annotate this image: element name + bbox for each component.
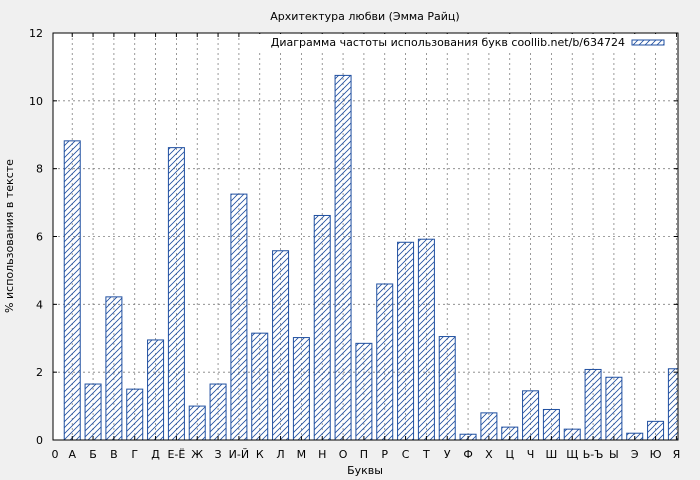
y-tick-label: 0	[36, 434, 43, 447]
legend: Диаграмма частоты использования букв coo…	[240, 34, 676, 52]
x-tick-label: Ы	[609, 448, 619, 461]
x-tick-label-origin: 0	[52, 448, 59, 461]
x-tick-label: Ш	[546, 448, 558, 461]
bars	[63, 74, 679, 441]
x-tick-label: Ф	[463, 448, 472, 461]
bar-Е-Ё	[167, 147, 185, 441]
y-axis: 0 2 4 6 8 10 12	[29, 27, 678, 447]
x-tick-label: Х	[485, 448, 493, 461]
bar-Т	[417, 238, 435, 441]
bar-П	[355, 342, 373, 441]
x-tick-label: Ч	[527, 448, 535, 461]
x-tick-label: П	[360, 448, 368, 461]
grid	[53, 33, 678, 440]
bar-З	[209, 383, 227, 441]
y-tick-label: 6	[36, 231, 43, 244]
bar-Р	[376, 283, 394, 441]
bar-Ш	[542, 408, 560, 441]
x-tick-label: У	[444, 448, 451, 461]
legend-swatch	[631, 39, 665, 46]
bar-Х	[480, 412, 498, 441]
bar-О	[334, 74, 352, 441]
bar-Н	[313, 214, 331, 441]
x-tick-label: Ю	[650, 448, 662, 461]
x-tick-label: Д	[151, 448, 160, 461]
bar-С	[397, 241, 415, 441]
x-tick-label: Н	[318, 448, 326, 461]
x-tick-label: К	[256, 448, 264, 461]
x-tick-label: Э	[631, 448, 639, 461]
x-tick-label: Г	[131, 448, 138, 461]
bar-И-Й	[230, 193, 248, 441]
x-tick-label: Ж	[191, 448, 203, 461]
bar-В	[105, 296, 123, 441]
x-tick-label: Л	[276, 448, 284, 461]
x-tick-label: Е-Ё	[167, 448, 185, 461]
y-tick-label: 12	[29, 27, 43, 40]
x-tick-label: З	[215, 448, 222, 461]
x-tick-label: Т	[422, 448, 430, 461]
legend-label: Диаграмма частоты использования букв coo…	[271, 36, 625, 49]
x-tick-label: Я	[673, 448, 681, 461]
y-axis-label: % использования в тексте	[3, 159, 16, 313]
bar-Г	[126, 388, 144, 441]
bar-К	[251, 332, 269, 441]
y-tick-label: 4	[36, 298, 43, 311]
bar-Я	[667, 368, 679, 441]
x-tick-label: И-Й	[229, 448, 249, 461]
bar-Ь-Ъ	[584, 368, 602, 441]
y-tick-label: 10	[29, 95, 43, 108]
x-tick-label: Ь-Ъ	[583, 448, 604, 461]
x-tick-label: Ц	[505, 448, 514, 461]
bar-М	[292, 337, 310, 441]
bar-Ы	[605, 376, 623, 441]
bar-Д	[147, 339, 165, 441]
x-axis-label: Буквы	[347, 464, 383, 477]
x-tick-label: М	[297, 448, 307, 461]
x-tick-label: Б	[89, 448, 97, 461]
y-tick-label: 8	[36, 163, 43, 176]
x-tick-label: С	[402, 448, 410, 461]
bar-А	[63, 140, 81, 441]
x-tick-label: Р	[381, 448, 388, 461]
x-tick-label: А	[68, 448, 76, 461]
bar-Ч	[522, 390, 540, 441]
x-tick-label: В	[110, 448, 118, 461]
x-tick-label: О	[339, 448, 348, 461]
chart-title: Архитектура любви (Эмма Райц)	[270, 10, 459, 23]
bar-Б	[84, 383, 102, 441]
bar-У	[438, 336, 456, 441]
x-tick-label: Щ	[566, 448, 578, 461]
bar-Л	[272, 250, 290, 441]
legend-background	[240, 34, 676, 52]
y-tick-label: 2	[36, 366, 43, 379]
bar-Ж	[188, 405, 206, 441]
